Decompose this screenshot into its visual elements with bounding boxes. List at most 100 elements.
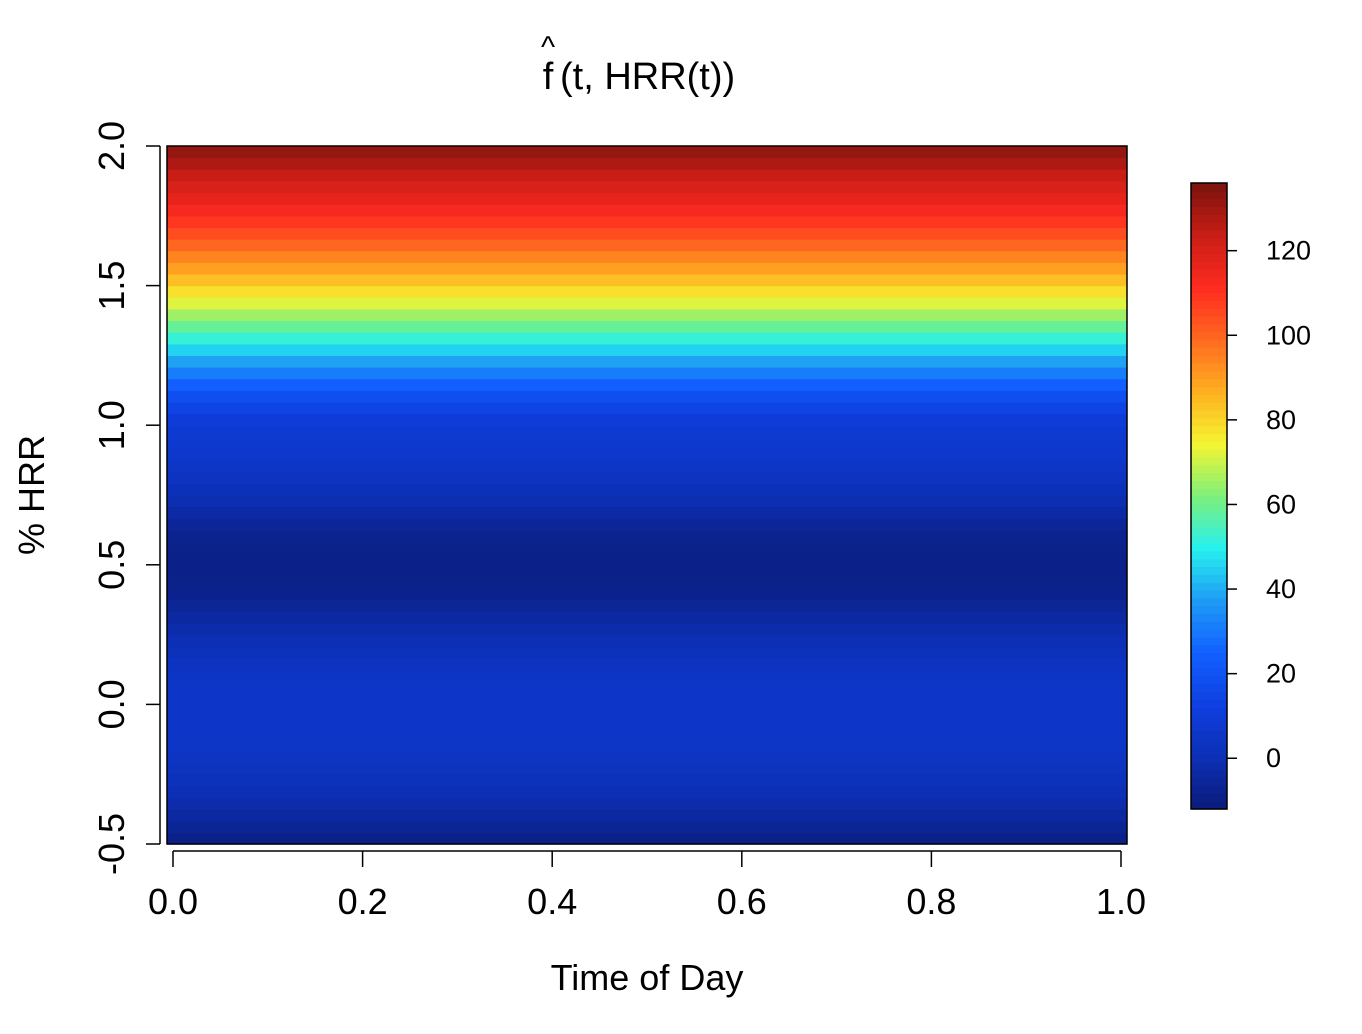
colorbar-segment [1191, 785, 1227, 794]
colorbar-segment [1191, 535, 1227, 544]
colorbar-segment [1191, 511, 1227, 521]
x-axis-label: Time of Day [551, 957, 744, 998]
heatmap-band [167, 529, 1127, 543]
heatmap-band [167, 669, 1127, 682]
colorbar-tick-label: 120 [1266, 236, 1311, 266]
heatmap-band [167, 518, 1127, 531]
heatmap-band [167, 204, 1127, 217]
colorbar-segment [1191, 355, 1227, 364]
y-axis: -0.5 0.0 0.5 1.0 1.5 2.0 [91, 121, 161, 875]
colorbar-segment [1191, 222, 1227, 231]
heatmap-band [167, 448, 1127, 461]
colorbar-segment [1191, 425, 1227, 434]
colorbar-segment [1191, 441, 1227, 450]
colorbar-segment [1191, 394, 1227, 403]
heatmap-band [167, 460, 1127, 473]
heatmap-band [167, 436, 1127, 450]
heatmap-band [167, 169, 1127, 182]
colorbar-segment [1191, 675, 1227, 685]
colorbar-segment [1191, 793, 1227, 802]
x-tick-label: 0.4 [527, 881, 577, 922]
colorbar-segment [1191, 378, 1227, 388]
colorbar-segment [1191, 214, 1227, 223]
colorbar-tick-label: 0 [1266, 743, 1281, 773]
colorbar-segment [1191, 582, 1227, 591]
colorbar-segment [1191, 300, 1227, 309]
title-f: f [543, 56, 554, 98]
heatmap-band [167, 250, 1127, 263]
colorbar-segment [1191, 292, 1227, 301]
colorbar-segment [1191, 409, 1227, 419]
colorbar-segment [1191, 707, 1227, 716]
heatmap-band [167, 367, 1127, 380]
heatmap-band [167, 820, 1127, 833]
colorbar-segment [1191, 253, 1227, 262]
colorbar-segment [1191, 621, 1227, 630]
colorbar-segment [1191, 754, 1227, 763]
colorbar-tick-label: 40 [1266, 574, 1296, 604]
heatmap-band [167, 390, 1127, 403]
colorbar-segment [1191, 683, 1227, 693]
heatmap-band [167, 634, 1127, 647]
heatmap-band [167, 378, 1127, 391]
heatmap-band [167, 553, 1127, 566]
colorbar-tick-label: 20 [1266, 659, 1296, 689]
colorbar-segment [1191, 691, 1227, 701]
colorbar-segment [1191, 722, 1227, 732]
colorbar-segment [1191, 362, 1227, 372]
heatmap-band [167, 750, 1127, 764]
heatmap-band [167, 611, 1127, 624]
colorbar-segment [1191, 574, 1227, 583]
plot-frame [166, 145, 1128, 845]
y-tick-label: 2.0 [91, 121, 132, 171]
heatmap-band [167, 471, 1127, 484]
heatmap-band [167, 413, 1127, 426]
colorbar-frame [1190, 182, 1228, 810]
colorbar-segment [1191, 550, 1227, 560]
y-tick-label: 0.0 [91, 679, 132, 729]
heatmap-band [167, 332, 1127, 345]
colorbar-segment [1191, 668, 1227, 677]
colorbar-segment [1191, 777, 1227, 787]
colorbar-segment [1191, 417, 1227, 427]
colorbar-segment [1191, 738, 1227, 748]
heatmap-band [167, 785, 1127, 799]
colorbar-segment [1191, 503, 1227, 513]
heatmap-band [167, 495, 1127, 508]
colorbar-segment [1191, 308, 1227, 317]
heatmap-band [167, 285, 1127, 298]
colorbar-segment [1191, 605, 1227, 614]
colorbar-segment [1191, 331, 1227, 341]
x-axis: 0.0 0.2 0.4 0.6 0.8 1.0 [148, 850, 1146, 922]
colorbar-segment [1191, 206, 1227, 215]
colorbar-segment [1191, 558, 1227, 568]
colorbar-segment [1191, 660, 1227, 669]
colorbar-segment [1191, 245, 1227, 255]
colorbar-segment [1191, 496, 1227, 505]
heatmap-band [167, 239, 1127, 252]
heatmap-band [167, 483, 1127, 496]
colorbar-segment [1191, 347, 1227, 356]
heatmap-band [167, 657, 1127, 671]
colorbar-segment [1191, 198, 1227, 208]
x-tick-label: 0.2 [338, 881, 388, 922]
colorbar-segment [1191, 237, 1227, 247]
colorbar-segment [1191, 636, 1227, 646]
colorbar-segment [1191, 449, 1227, 458]
colorbar-segment [1191, 527, 1227, 536]
colorbar-segment [1191, 316, 1227, 325]
colorbar-segment [1191, 480, 1227, 489]
title-hat: ^ [541, 31, 555, 64]
colorbar-segment [1191, 597, 1227, 607]
heatmap-band [167, 681, 1127, 694]
heatmap-band [167, 622, 1127, 636]
heatmap-band [167, 297, 1127, 310]
heatmap-band [167, 576, 1127, 589]
heatmap-band [167, 262, 1127, 275]
colorbar-segment [1191, 746, 1227, 755]
colorbar-segment [1191, 801, 1227, 810]
heatmap-band [167, 646, 1127, 659]
heatmap-band [167, 273, 1127, 287]
colorbar-segment [1191, 464, 1227, 474]
colorbar-segment [1191, 261, 1227, 270]
